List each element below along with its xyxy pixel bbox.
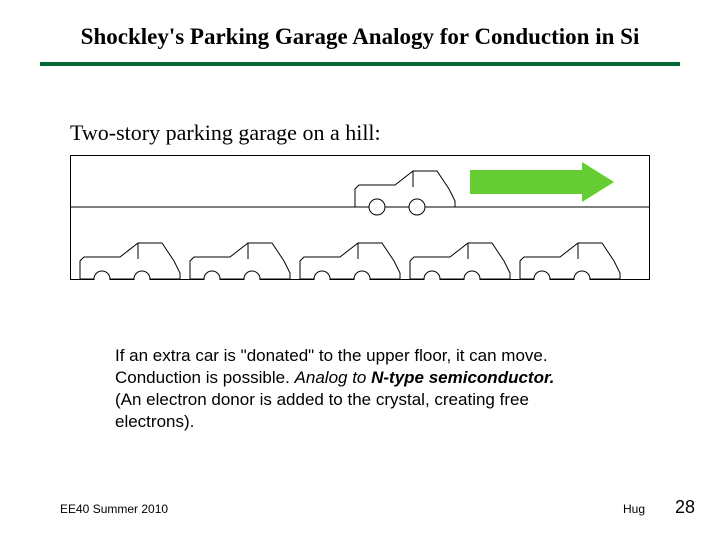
body-line4: electrons). [115,412,194,431]
body-line1: If an extra car is "donated" to the uppe… [115,346,548,365]
body-line3: (An electron donor is added to the cryst… [115,390,529,409]
body-line2c: N-type semiconductor. [371,368,554,387]
body-line2a: Conduction is possible. [115,368,295,387]
body-text: If an extra car is "donated" to the uppe… [115,345,605,433]
footer-page: 28 [675,497,695,518]
slide-title: Shockley's Parking Garage Analogy for Co… [0,24,720,50]
subtitle: Two-story parking garage on a hill: [70,120,381,146]
garage-diagram [70,155,650,280]
body-line2b: Analog to [295,368,372,387]
title-rule [40,62,680,66]
garage-svg [70,155,650,280]
footer-course: EE40 Summer 2010 [60,502,168,516]
footer-author: Hug [623,502,645,516]
